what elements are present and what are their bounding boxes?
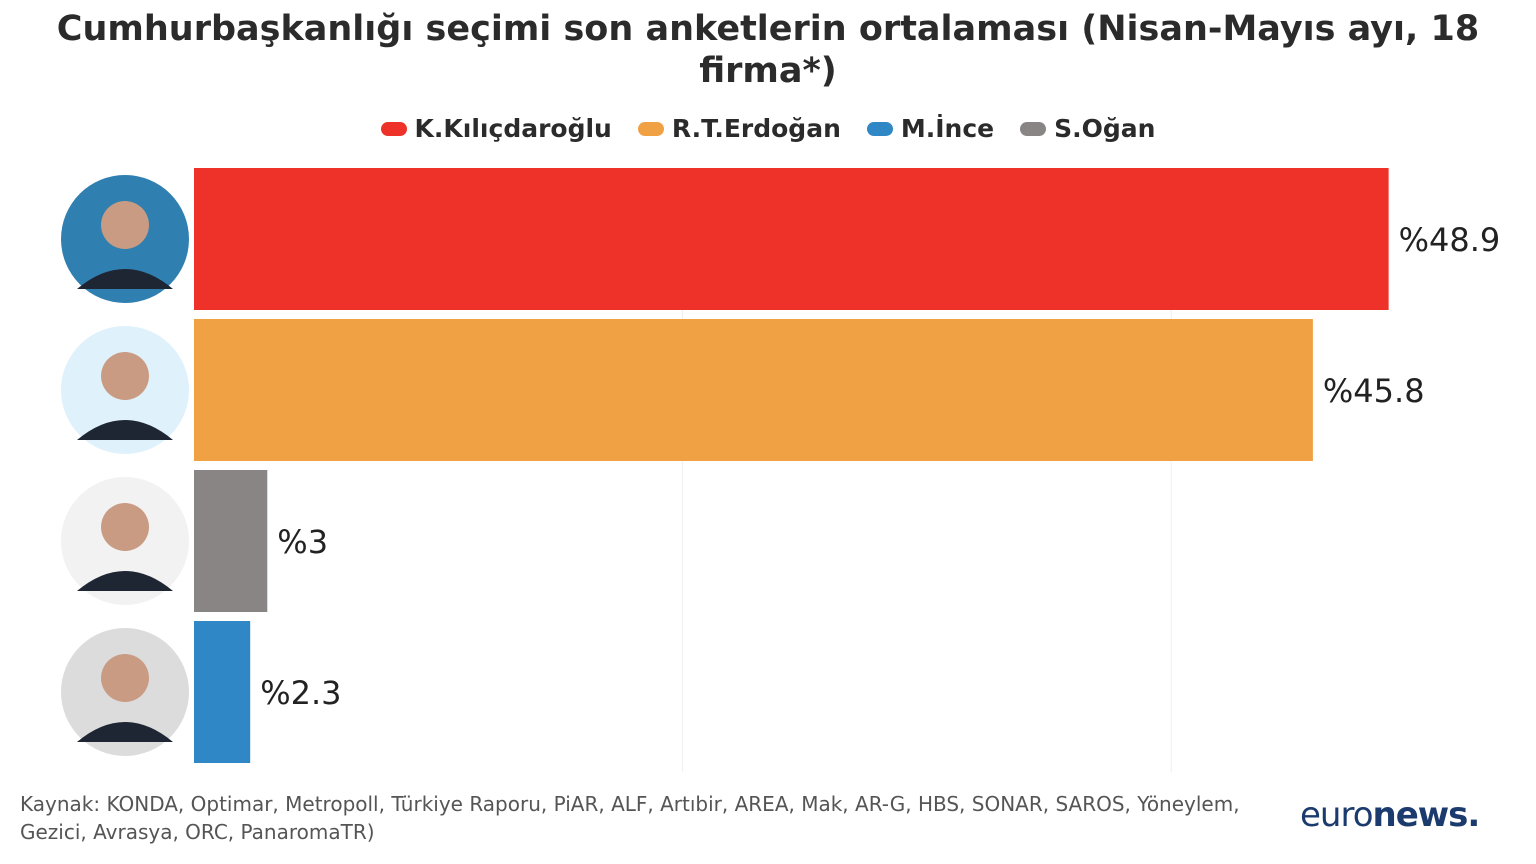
legend: K.Kılıçdaroğlu R.T.Erdoğan M.İnce S.Oğan: [0, 114, 1536, 143]
legend-item-ince: M.İnce: [866, 114, 995, 143]
legend-item-erdogan: R.T.Erdoğan: [637, 114, 841, 143]
data-label-3: %2.3: [260, 674, 341, 712]
logo-part1: euro: [1300, 795, 1373, 835]
avatar-head-1: [101, 352, 149, 400]
avatar-body-2: [77, 571, 173, 591]
data-label-1: %45.8: [1323, 372, 1425, 410]
legend-label: M.İnce: [900, 114, 995, 143]
logo-part2: news: [1372, 795, 1469, 835]
bar-3: [194, 621, 251, 763]
legend-item-ogan: S.Oğan: [1020, 114, 1155, 143]
legend-label: S.Oğan: [1054, 114, 1156, 143]
bar-0: [194, 168, 1389, 310]
bar-2: [194, 470, 268, 612]
legend-swatch: [380, 121, 407, 136]
bar-chart: %48.9 %45.8 %3 %2.3: [61, 168, 1501, 772]
legend-label: R.T.Erdoğan: [671, 114, 841, 143]
avatar-body-3: [77, 722, 173, 742]
chart-title: Cumhurbaşkanlığı seçimi son anketlerin o…: [56, 9, 1480, 91]
data-label-2: %3: [277, 523, 328, 561]
legend-swatch: [637, 121, 664, 136]
legend-label: K.Kılıçdaroğlu: [414, 114, 612, 143]
data-label-0: %48.9: [1399, 221, 1501, 259]
avatar-head-0: [101, 201, 149, 249]
avatar-head-2: [101, 503, 149, 551]
legend-swatch: [866, 121, 893, 136]
source-note: Kaynak: KONDA, Optimar, Metropoll, Türki…: [20, 792, 1240, 844]
logo-dot: .: [1467, 795, 1480, 835]
avatar-body-0: [77, 269, 173, 289]
avatar-head-3: [101, 654, 149, 702]
legend-item-kilicdaroglu: K.Kılıçdaroğlu: [380, 114, 612, 143]
euronews-logo: euronews.: [1300, 795, 1480, 835]
legend-swatch: [1020, 121, 1047, 136]
bar-1: [194, 319, 1313, 461]
avatar-body-1: [77, 420, 173, 440]
